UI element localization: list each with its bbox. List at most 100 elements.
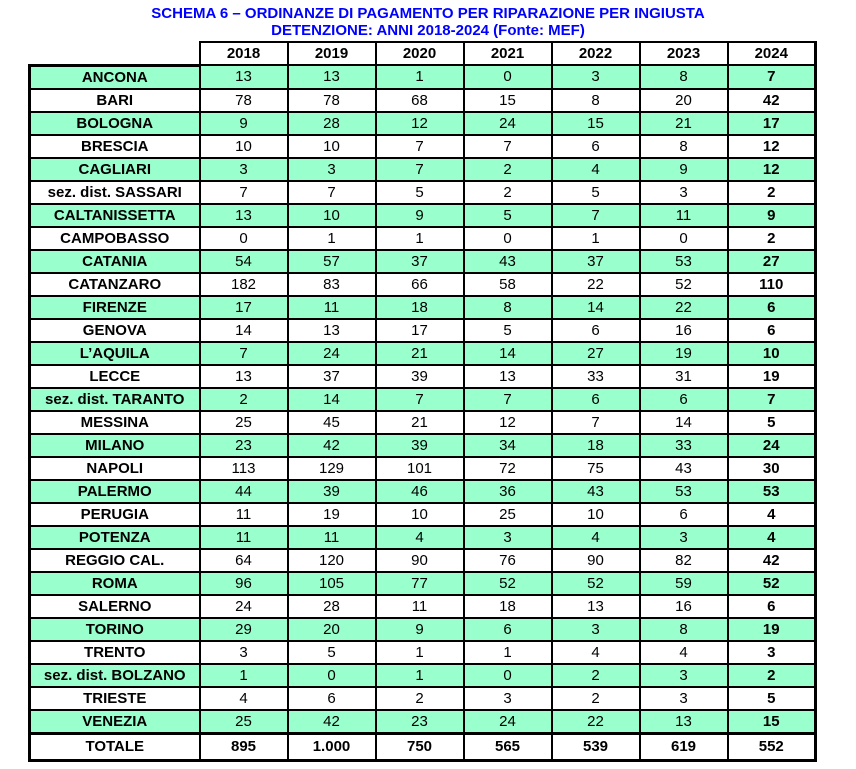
table-row: MESSINA 25 45 21 12 7 14 5 xyxy=(28,409,817,435)
value-cell: 3 xyxy=(726,639,817,665)
value-cell: 17 xyxy=(198,294,289,320)
value-cell: 0 xyxy=(198,225,289,251)
row-label: L’AQUILA xyxy=(28,340,201,366)
value-cell: 12 xyxy=(462,409,553,435)
value-cell: 16 xyxy=(638,317,729,343)
row-label: CATANZARO xyxy=(28,271,201,297)
value-cell: 10 xyxy=(286,202,377,228)
value-cell: 13 xyxy=(198,64,289,90)
value-cell: 13 xyxy=(462,363,553,389)
value-cell: 11 xyxy=(198,501,289,527)
value-cell: 5 xyxy=(726,685,817,711)
table-row: SALERNO 24 28 11 18 13 16 6 xyxy=(28,593,817,619)
value-cell: 9 xyxy=(726,202,817,228)
row-label: TRENTO xyxy=(28,639,201,665)
row-label: GENOVA xyxy=(28,317,201,343)
value-cell: 78 xyxy=(198,87,289,113)
value-cell: 1 xyxy=(550,225,641,251)
value-cell: 15 xyxy=(726,708,817,734)
table-row: BARI 78 78 68 15 8 20 42 xyxy=(28,87,817,113)
value-cell: 4 xyxy=(550,524,641,550)
value-cell: 3 xyxy=(462,685,553,711)
value-cell: 24 xyxy=(726,432,817,458)
row-label: NAPOLI xyxy=(28,455,201,481)
value-cell: 2 xyxy=(198,386,289,412)
value-cell: 113 xyxy=(198,455,289,481)
value-cell: 53 xyxy=(638,248,729,274)
table-row: POTENZA 11 11 4 3 4 3 4 xyxy=(28,524,817,550)
value-cell: 6 xyxy=(462,616,553,642)
value-cell: 90 xyxy=(374,547,465,573)
value-cell: 21 xyxy=(374,409,465,435)
value-cell: 68 xyxy=(374,87,465,113)
value-cell: 57 xyxy=(286,248,377,274)
row-label: SALERNO xyxy=(28,593,201,619)
value-cell: 2 xyxy=(550,662,641,688)
value-cell: 16 xyxy=(638,593,729,619)
value-cell: 39 xyxy=(374,363,465,389)
table-row: L’AQUILA 7 24 21 14 27 19 10 xyxy=(28,340,817,366)
value-cell: 6 xyxy=(550,133,641,159)
value-cell: 27 xyxy=(550,340,641,366)
value-cell: 19 xyxy=(726,616,817,642)
row-label: BARI xyxy=(28,87,201,113)
value-cell: 1 xyxy=(374,225,465,251)
value-cell: 7 xyxy=(374,386,465,412)
value-cell: 13 xyxy=(198,363,289,389)
value-cell: 13 xyxy=(550,593,641,619)
value-cell: 22 xyxy=(550,271,641,297)
value-cell: 5 xyxy=(550,179,641,205)
schema-title-line-2: DETENZIONE: ANNI 2018-2024 (Fonte: MEF) xyxy=(271,22,585,39)
value-cell: 7 xyxy=(550,202,641,228)
value-cell: 539 xyxy=(550,731,641,762)
year-header-2023: 2023 xyxy=(638,41,729,66)
value-cell: 14 xyxy=(198,317,289,343)
value-cell: 1 xyxy=(462,639,553,665)
year-header-2024: 2024 xyxy=(726,41,817,66)
value-cell: 0 xyxy=(462,64,553,90)
value-cell: 11 xyxy=(374,593,465,619)
value-cell: 2 xyxy=(726,225,817,251)
value-cell: 3 xyxy=(638,524,729,550)
value-cell: 52 xyxy=(550,570,641,596)
value-cell: 1 xyxy=(286,225,377,251)
value-cell: 0 xyxy=(462,662,553,688)
table-row: FIRENZE 17 11 18 8 14 22 6 xyxy=(28,294,817,320)
value-cell: 10 xyxy=(726,340,817,366)
value-cell: 1 xyxy=(198,662,289,688)
value-cell: 10 xyxy=(374,501,465,527)
value-cell: 8 xyxy=(638,64,729,90)
value-cell: 4 xyxy=(374,524,465,550)
value-cell: 17 xyxy=(374,317,465,343)
value-cell: 8 xyxy=(462,294,553,320)
value-cell: 25 xyxy=(198,409,289,435)
value-cell: 39 xyxy=(286,478,377,504)
value-cell: 120 xyxy=(286,547,377,573)
row-label: sez. dist. TARANTO xyxy=(28,386,201,412)
value-cell: 5 xyxy=(374,179,465,205)
table-row: CAMPOBASSO 0 1 1 0 1 0 2 xyxy=(28,225,817,251)
value-cell: 12 xyxy=(726,156,817,182)
value-cell: 53 xyxy=(638,478,729,504)
value-cell: 7 xyxy=(374,133,465,159)
row-label: TRIESTE xyxy=(28,685,201,711)
value-cell: 2 xyxy=(462,156,553,182)
value-cell: 4 xyxy=(638,639,729,665)
value-cell: 19 xyxy=(726,363,817,389)
table-row: PALERMO 44 39 46 36 43 53 53 xyxy=(28,478,817,504)
value-cell: 22 xyxy=(550,708,641,734)
value-cell: 2 xyxy=(462,179,553,205)
value-cell: 552 xyxy=(726,731,817,762)
value-cell: 13 xyxy=(286,64,377,90)
value-cell: 182 xyxy=(198,271,289,297)
value-cell: 54 xyxy=(198,248,289,274)
value-cell: 31 xyxy=(638,363,729,389)
value-cell: 44 xyxy=(198,478,289,504)
row-label: BOLOGNA xyxy=(28,110,201,136)
value-cell: 3 xyxy=(638,685,729,711)
table-row: CATANZARO 182 83 66 58 22 52 110 xyxy=(28,271,817,297)
value-cell: 8 xyxy=(638,616,729,642)
value-cell: 21 xyxy=(374,340,465,366)
value-cell: 895 xyxy=(198,731,289,762)
value-cell: 23 xyxy=(198,432,289,458)
